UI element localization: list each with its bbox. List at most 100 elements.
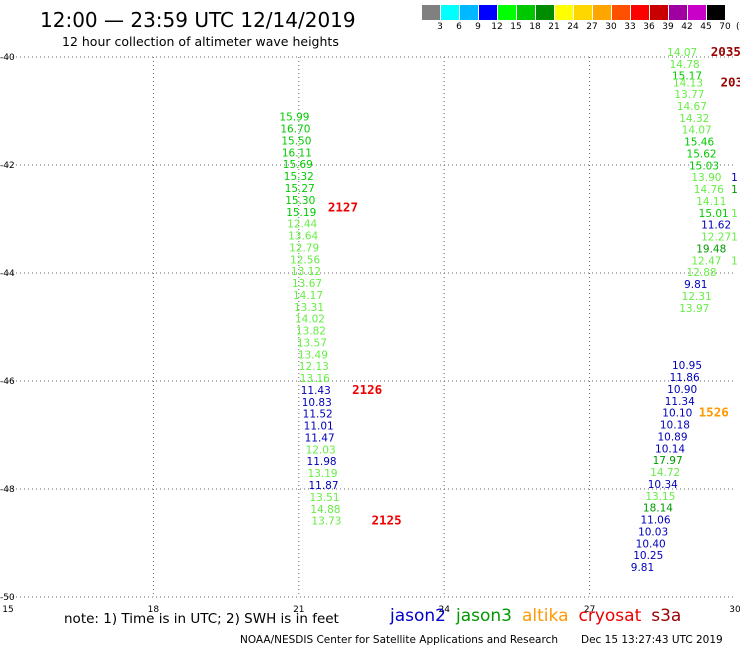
color-scale-label: 27 [586, 22, 598, 32]
page-subtitle: 12 hour collection of altimeter wave hei… [62, 34, 339, 49]
color-swatch [441, 5, 459, 20]
wave-height-point: 18.14 [643, 503, 673, 515]
wave-height-point: 10.25 [633, 550, 663, 562]
wave-height-point: 13.19 [308, 468, 338, 480]
wave-height-point: 15.62 [687, 148, 717, 160]
wave-height-point: 10.14 [655, 443, 685, 455]
credit-text: NOAA/NESDIS Center for Satellite Applica… [240, 634, 558, 646]
color-scale-label: 42 [681, 22, 693, 32]
wave-height-point: 14.67 [677, 101, 707, 113]
wave-height-point: 15.99 [279, 112, 309, 124]
wave-height-point: 13.49 [298, 349, 328, 361]
color-scale-label: 15 [510, 22, 522, 32]
wave-height-point: 10.10 [662, 408, 692, 420]
page-title: 12:00 — 23:59 UTC 12/14/2019 [40, 8, 356, 32]
wave-height-point: 19.48 [696, 243, 726, 255]
wave-height-point: 13.16 [300, 373, 330, 385]
y-tick-label: -48 [0, 485, 15, 495]
color-swatch [517, 5, 535, 20]
wave-height-point: 10.83 [302, 397, 332, 409]
wave-height-point: 10.18 [660, 420, 690, 432]
color-swatch [688, 5, 706, 20]
color-scale-label: 9 [475, 22, 481, 32]
color-swatch [498, 5, 516, 20]
wave-height-point: 10.40 [636, 538, 666, 550]
wave-height-point: 12.56 [290, 254, 320, 266]
wave-height-point-edge: 1 [731, 232, 738, 244]
color-swatch [422, 5, 440, 20]
wave-height-point: 15.01 [699, 208, 729, 220]
wave-height-point: 15.69 [283, 159, 313, 171]
color-scale-label: 18 [529, 22, 541, 32]
legend-entry-s3a: s3a [651, 606, 682, 626]
wave-height-point: 11.87 [308, 480, 338, 492]
wave-height-point: 14.02 [295, 314, 325, 326]
wave-height-point: 11.86 [670, 372, 700, 384]
wave-height-point: 14.88 [310, 504, 340, 516]
wave-height-point: 11.01 [304, 421, 334, 433]
wave-height-point: 15.19 [286, 207, 316, 219]
wave-height-point: 13.67 [292, 278, 322, 290]
color-swatch [650, 5, 668, 20]
wave-height-point: 11.98 [307, 456, 337, 468]
wave-height-point: 11.52 [303, 409, 333, 421]
wave-height-point: 13.97 [679, 303, 709, 315]
y-tick-label: -44 [0, 269, 15, 279]
wave-height-point: 12.31 [682, 291, 712, 303]
pass-time-label: 2034 [720, 75, 740, 90]
wave-height-point: 13.57 [297, 337, 327, 349]
x-tick-label: 27 [584, 605, 595, 615]
color-scale-label: 70 [719, 22, 731, 32]
wave-height-point: 13.73 [311, 516, 341, 528]
wave-height-point: 9.81 [631, 562, 654, 574]
color-scale-label: 45 [700, 22, 712, 32]
note-text: note: 1) Time is in UTC; 2) SWH is in fe… [64, 611, 339, 627]
legend-entry-altika: altika [522, 606, 569, 626]
color-swatch [593, 5, 611, 20]
wave-height-point: 13.77 [674, 89, 704, 101]
wave-height-point: 14.07 [682, 125, 712, 137]
wave-height-point: 14.76 [694, 184, 724, 196]
wave-height-point: 10.03 [638, 526, 668, 538]
legend-entry-jason2: jason2 [390, 606, 446, 626]
wave-height-point: 15.46 [684, 137, 714, 149]
color-swatch [631, 5, 649, 20]
color-swatch [479, 5, 497, 20]
legend-entry-cryosat: cryosat [578, 606, 642, 626]
wave-height-point: 13.90 [691, 172, 721, 184]
y-tick-label: -40 [0, 53, 15, 63]
wave-height-point: 10.95 [672, 360, 702, 372]
color-swatch [574, 5, 592, 20]
color-scale-label: 36 [643, 22, 655, 32]
x-tick-label: 24 [438, 605, 450, 615]
x-tick-label: 18 [148, 605, 160, 615]
wave-height-point: 12.27 [701, 232, 731, 244]
wave-height-point: 15.27 [285, 183, 315, 195]
wave-height-point: 12.44 [287, 219, 317, 231]
y-tick-label: -46 [0, 377, 15, 387]
wave-height-point: 13.51 [309, 492, 339, 504]
wave-height-point: 10.34 [648, 479, 678, 491]
color-scale-label: 24 [567, 22, 579, 32]
wave-height-point: 13.31 [294, 302, 324, 314]
color-scale-label: 30 [605, 22, 617, 32]
wave-height-point: 11.06 [640, 515, 670, 527]
pass-time-label: 2125 [372, 513, 402, 528]
pass-time-label: 1526 [699, 405, 729, 420]
wave-height-point: 14.72 [650, 467, 680, 479]
pass-time-label: 2127 [328, 199, 358, 214]
wave-height-point: 12.47 [691, 255, 721, 267]
wave-height-point: 15.30 [285, 195, 315, 207]
wave-height-point: 13.64 [288, 231, 318, 243]
x-tick-label: 15 [2, 605, 13, 615]
y-tick-label: -42 [0, 161, 15, 171]
wave-height-point: 12.88 [687, 267, 717, 279]
wave-height-point: 14.11 [696, 196, 726, 208]
wave-height-point: 12.79 [289, 242, 319, 254]
wave-height-point: 11.43 [301, 385, 331, 397]
wave-height-point-edge: 1 [731, 208, 738, 220]
wave-height-point-edge: 1 [731, 184, 738, 196]
color-scale-label: 12 [491, 22, 503, 32]
wave-height-point: 12.03 [306, 444, 336, 456]
